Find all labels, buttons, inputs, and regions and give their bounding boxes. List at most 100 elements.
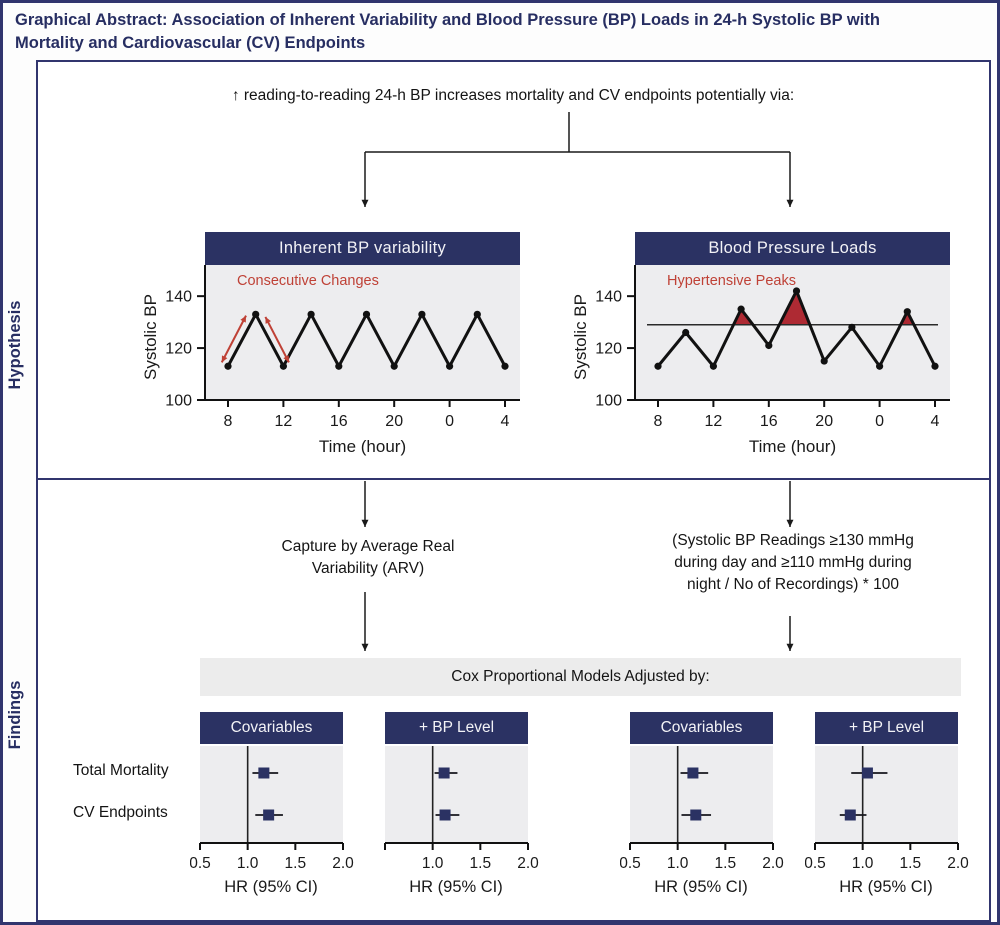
hr-marker bbox=[258, 767, 270, 779]
x-tick-label: 1.0 bbox=[667, 855, 689, 872]
data-point bbox=[252, 310, 260, 318]
y-tick-label: 120 bbox=[595, 341, 622, 358]
hr-marker bbox=[438, 767, 450, 779]
hr-marker bbox=[687, 767, 699, 779]
data-point bbox=[307, 310, 315, 318]
annotation-arrow bbox=[264, 316, 290, 363]
bp-load-definition-text: (Systolic BP Readings ≥130 mmHg during d… bbox=[672, 532, 914, 593]
x-axis-title: HR (95% CI) bbox=[654, 878, 748, 896]
data-point bbox=[224, 362, 232, 370]
hr-marker bbox=[439, 809, 451, 821]
forest-plot-loads-bplevel: 0.5 1.0 1.5 2.0 HR (95% CI) bbox=[805, 746, 969, 896]
x-tick-label: 20 bbox=[385, 413, 403, 430]
data-point bbox=[362, 310, 371, 318]
data-point bbox=[279, 362, 287, 370]
data-point bbox=[418, 310, 426, 318]
arrow-head bbox=[221, 355, 228, 363]
x-tick-label: 1.5 bbox=[470, 855, 492, 872]
x-tick-label: 4 bbox=[501, 413, 510, 430]
forest-plot-arv-covariables: 0.5 1.0 1.5 2.0 HR (95% CI) bbox=[190, 746, 354, 896]
data-point bbox=[501, 362, 509, 370]
hypothesis-statement: ↑ reading-to-reading 24-h BP increases m… bbox=[231, 87, 795, 104]
x-tick-label: 2.0 bbox=[762, 855, 784, 872]
data-point bbox=[709, 362, 717, 370]
x-tick-label: 1.5 bbox=[285, 855, 307, 872]
y-tick-label: 140 bbox=[165, 289, 192, 306]
x-tick-label: 12 bbox=[275, 413, 293, 430]
x-axis-title: Time (hour) bbox=[749, 437, 836, 456]
data-point bbox=[876, 362, 884, 370]
x-tick-label: 0.5 bbox=[620, 855, 641, 872]
x-tick-label: 0.5 bbox=[190, 855, 211, 872]
arv-definition-text: Capture by Average Real Variability (ARV… bbox=[281, 538, 455, 577]
y-axis-title: Systolic BP bbox=[571, 294, 590, 380]
data-point bbox=[765, 341, 773, 350]
data-point bbox=[792, 287, 801, 295]
data-point bbox=[848, 323, 856, 331]
hypothesis-section-label: Hypothesis bbox=[6, 300, 24, 390]
x-tick-label: 8 bbox=[654, 413, 663, 430]
plot-area bbox=[385, 746, 528, 843]
y-tick-label: 120 bbox=[165, 341, 192, 358]
findings-section bbox=[36, 478, 991, 922]
y-tick-label: 100 bbox=[165, 393, 192, 410]
plot-area bbox=[815, 746, 958, 843]
arrow-head bbox=[240, 315, 247, 323]
annotation-arrow bbox=[220, 315, 247, 363]
x-tick-label: 0 bbox=[875, 413, 884, 430]
plot-area bbox=[200, 746, 343, 843]
x-tick-label: 8 bbox=[224, 413, 233, 430]
x-axis-title: HR (95% CI) bbox=[839, 878, 933, 896]
chart-annotation: Consecutive Changes bbox=[237, 273, 379, 289]
blood-pressure-loads-chart: 100 120 140 8 12 16 20 0 4 Time (hour) Systolic BP… bbox=[571, 265, 950, 456]
x-tick-label: 1.5 bbox=[900, 855, 922, 872]
forest-plot-arv-bplevel: 1.0 1.5 2.0 HR (95% CI) bbox=[384, 746, 539, 896]
x-axis-title: Time (hour) bbox=[319, 437, 406, 456]
x-tick-label: 16 bbox=[330, 413, 348, 430]
x-tick-label: 1.5 bbox=[715, 855, 737, 872]
page-title: Graphical Abstract: Association of Inher… bbox=[15, 11, 880, 53]
x-tick-label: 0.5 bbox=[805, 855, 826, 872]
x-tick-label: 2.0 bbox=[947, 855, 969, 872]
x-tick-label: 16 bbox=[760, 413, 778, 430]
x-tick-label: 12 bbox=[705, 413, 723, 430]
hr-marker bbox=[263, 809, 275, 821]
y-tick-label: 100 bbox=[595, 393, 622, 410]
data-point bbox=[390, 362, 398, 370]
x-axis-title: HR (95% CI) bbox=[224, 878, 318, 896]
x-tick-label: 2.0 bbox=[332, 855, 354, 872]
x-tick-label: 20 bbox=[815, 413, 833, 430]
hr-marker bbox=[861, 767, 873, 779]
y-tick-label: 140 bbox=[595, 289, 622, 306]
forest-header-arv-bplevel: + BP Level bbox=[385, 712, 528, 744]
forest-plot-loads-covariables: 0.5 1.0 1.5 2.0 HR (95% CI) bbox=[620, 746, 784, 896]
hr-marker bbox=[690, 809, 702, 821]
arrow-head bbox=[283, 355, 289, 363]
data-point bbox=[335, 362, 343, 370]
data-point bbox=[654, 362, 662, 370]
plot-area bbox=[630, 746, 773, 843]
data-point bbox=[931, 362, 939, 370]
x-tick-label: 1.0 bbox=[237, 855, 259, 872]
arrow-head bbox=[265, 316, 271, 324]
data-point bbox=[737, 305, 745, 313]
chart-annotation: Hypertensive Peaks bbox=[667, 273, 796, 289]
row-label-total-mortality: Total Mortality bbox=[73, 762, 169, 779]
chart-header-inherent-variability: Inherent BP variability bbox=[205, 232, 520, 265]
inherent-bp-variability-chart: 100 120 140 8 12 16 20 0 4 Time (hour) Systolic BP… bbox=[141, 265, 520, 456]
x-tick-label: 4 bbox=[931, 413, 940, 430]
data-point bbox=[682, 328, 690, 337]
hypertensive-peak-fill bbox=[733, 309, 753, 325]
x-tick-label: 1.0 bbox=[422, 855, 444, 872]
y-axis-title: Systolic BP bbox=[141, 294, 160, 380]
data-point bbox=[473, 310, 481, 318]
forest-header-loads-covariables: Covariables bbox=[630, 712, 773, 744]
x-tick-label: 0 bbox=[445, 413, 454, 430]
findings-section-label: Findings bbox=[6, 680, 24, 750]
cox-models-bar: Cox Proportional Models Adjusted by: bbox=[200, 658, 961, 696]
forest-header-loads-bplevel: + BP Level bbox=[815, 712, 958, 744]
x-tick-label: 2.0 bbox=[517, 855, 539, 872]
x-tick-label: 1.0 bbox=[852, 855, 874, 872]
chart-header-bp-loads: Blood Pressure Loads bbox=[635, 232, 950, 265]
